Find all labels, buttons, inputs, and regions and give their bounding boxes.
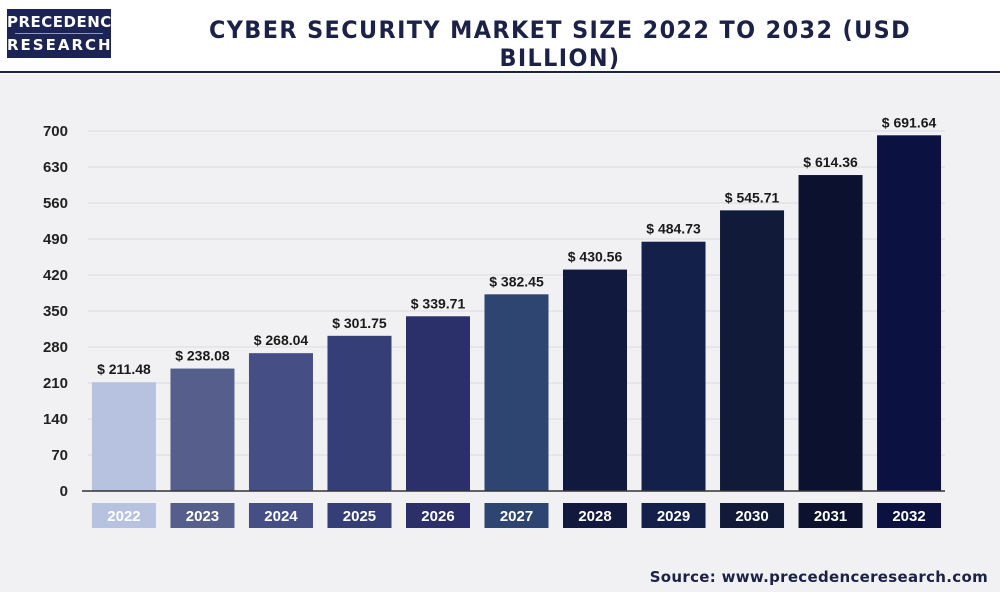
y-tick-label: 210	[43, 375, 68, 392]
header: PRECEDENCE RESEARCH CYBER SECURITY MARKE…	[0, 0, 1000, 72]
data-label-2023: $ 238.08	[175, 348, 230, 364]
data-label-2030: $ 545.71	[725, 189, 780, 205]
category-tab-2022	[91, 503, 156, 528]
bar-2022	[91, 382, 156, 491]
y-tick-label: 0	[60, 483, 68, 500]
x-axis-categories: 2022 2023 2024 2025 2026 2027 2028 2029 2030 2031…	[91, 503, 942, 528]
x-tick-label: 2029	[657, 508, 690, 525]
x-tick-label: 2023	[186, 508, 219, 525]
y-axis-ticks: 0 70 140 210 280 350 420 490 560 630 700	[43, 123, 68, 500]
data-label-2024: $ 268.04	[254, 332, 309, 348]
y-tick-label: 140	[43, 411, 68, 428]
category-tab-2029	[641, 503, 706, 528]
category-tab-2025	[327, 503, 392, 528]
x-tick-label: 2027	[500, 508, 533, 525]
category-tab-2032	[877, 503, 942, 528]
category-tab-2030	[720, 503, 785, 528]
data-label-2031: $ 614.36	[803, 154, 858, 170]
data-labels: $ 211.48 $ 238.08 $ 268.04 $ 301.75 $ 339.71…	[97, 114, 936, 377]
y-tick-label: 420	[43, 267, 68, 284]
bar-2029	[641, 241, 706, 491]
x-tick-label: 2025	[343, 508, 376, 525]
y-tick-label: 280	[43, 339, 68, 356]
y-tick-label: 350	[43, 303, 68, 320]
y-tick-label: 70	[51, 447, 68, 464]
bar-2024	[248, 353, 313, 491]
y-tick-label: 490	[43, 231, 68, 248]
logo-divider	[15, 33, 103, 34]
logo-line-1: PRECEDENCE	[7, 13, 123, 31]
bar-2027	[484, 294, 549, 491]
category-tab-2027	[484, 503, 549, 528]
y-tick-label: 630	[43, 159, 68, 176]
logo-line-2: RESEARCH	[7, 36, 113, 54]
bar-2030	[720, 210, 785, 492]
category-tab-2024	[248, 503, 313, 528]
category-tab-2031	[798, 503, 863, 528]
x-tick-label: 2028	[578, 508, 611, 525]
category-tab-2028	[563, 503, 628, 528]
data-label-2027: $ 382.45	[489, 273, 544, 289]
y-tick-label: 700	[43, 123, 68, 140]
bars	[91, 135, 942, 492]
y-tick-label: 560	[43, 195, 68, 212]
category-tab-2023	[170, 503, 235, 528]
bar-2031	[798, 175, 863, 491]
x-tick-label: 2030	[735, 508, 768, 525]
chart-title: CYBER SECURITY MARKET SIZE 2022 TO 2032 …	[208, 16, 912, 72]
category-tab-2026	[405, 503, 470, 528]
data-label-2026: $ 339.71	[411, 295, 466, 311]
x-tick-label: 2024	[264, 508, 298, 525]
bar-2032	[877, 135, 942, 491]
x-tick-label: 2032	[892, 508, 925, 525]
x-tick-label: 2022	[107, 508, 140, 525]
brand-logo: PRECEDENCE RESEARCH	[7, 9, 123, 58]
data-label-2022: $ 211.48	[97, 361, 151, 377]
source-caption: Source: www.precedenceresearch.com	[649, 568, 988, 586]
bar-2023	[170, 368, 235, 491]
bar-2025	[327, 335, 392, 491]
bar-2028	[563, 269, 628, 491]
data-label-2029: $ 484.73	[646, 221, 701, 237]
x-tick-label: 2026	[421, 508, 454, 525]
data-label-2028: $ 430.56	[568, 249, 623, 265]
x-tick-label: 2031	[814, 508, 847, 525]
data-label-2032: $ 691.64	[882, 114, 937, 130]
header-divider	[0, 71, 1000, 73]
data-label-2025: $ 301.75	[332, 315, 387, 331]
bar-2026	[405, 316, 470, 491]
